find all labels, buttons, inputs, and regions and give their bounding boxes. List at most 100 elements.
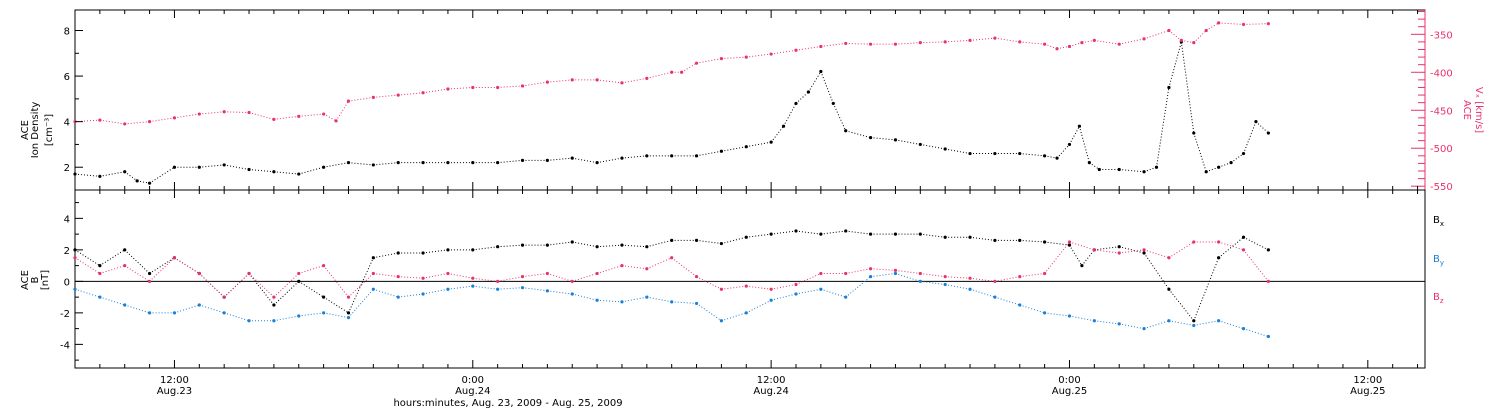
series-trace-segment — [746, 53, 772, 58]
series-trace-segment — [348, 288, 374, 318]
series-trace-segment — [1255, 121, 1269, 134]
data-point — [1266, 334, 1270, 339]
series-trace-segment — [99, 265, 125, 274]
series-trace-segment — [273, 315, 299, 322]
series-trace-segment — [920, 280, 946, 286]
series-trace-segment — [1143, 249, 1170, 259]
right-tick-label: -400 — [1430, 68, 1453, 79]
series-trace-segment — [845, 230, 871, 235]
series-trace-segment — [870, 268, 896, 271]
series-trace-segment — [696, 303, 722, 322]
series-trace-segment — [572, 157, 598, 164]
series-trace-segment — [248, 168, 274, 173]
series-trace-segment — [298, 265, 324, 274]
legend: Bx By Bz — [1433, 215, 1444, 305]
series-trace-segment — [1019, 239, 1045, 243]
series-trace-segment — [248, 112, 275, 120]
series-trace-segment — [895, 273, 921, 282]
series-trace-segment — [1089, 162, 1100, 170]
series-trace-segment — [1044, 155, 1058, 159]
series-trace-segment — [1044, 241, 1070, 246]
series-trace-segment — [373, 94, 399, 98]
y-tick-label: 6 — [64, 72, 70, 83]
series-trace-segment — [1119, 323, 1145, 330]
series-trace-segment — [547, 273, 573, 282]
series-trace-segment — [1180, 41, 1195, 134]
series-trace-segment — [1119, 246, 1145, 254]
series-trace-segment — [398, 92, 424, 96]
bottom-panel: -4 -2 0 2 4 ACE B [nT] Bx By Bz — [20, 189, 1444, 369]
series-trace-segment — [795, 273, 822, 285]
series-trace-segment — [547, 79, 573, 83]
series-trace-segment — [74, 257, 101, 274]
data-point — [123, 248, 127, 252]
top-right-axis-ticks: -350 -400 -450 -500 -550 — [1411, 10, 1453, 193]
series-trace-segment — [1081, 249, 1095, 266]
data-point — [1117, 167, 1121, 172]
series-trace-segment — [472, 246, 498, 251]
y-tick-label: 2 — [64, 163, 70, 174]
series-trace-segment — [547, 241, 573, 246]
y-tick-label: 2 — [64, 246, 70, 257]
series-trace-segment — [1069, 125, 1080, 145]
series-trace-segment — [945, 39, 971, 43]
x-tick-label-time: 12:00 — [757, 375, 786, 386]
x-tick-label-date: Aug.25 — [1052, 386, 1087, 397]
series-trace-segment — [149, 257, 175, 282]
series-trace-segment — [273, 273, 300, 298]
series-trace-segment — [99, 249, 125, 267]
series-trace-segment — [770, 125, 784, 143]
series-trace-segment — [99, 171, 125, 177]
series-trace-segment — [920, 41, 946, 44]
data-point — [1241, 235, 1246, 239]
series-trace-segment — [771, 230, 797, 235]
series-trace-segment — [1044, 241, 1070, 274]
series-trace-segment — [137, 180, 150, 184]
data-point — [1266, 279, 1270, 283]
series-trace-segment — [298, 312, 324, 317]
series-trace-segment — [1019, 304, 1045, 314]
series-trace-segment — [447, 272, 473, 279]
series-trace-segment — [920, 272, 946, 278]
series-trace-segment — [621, 296, 647, 303]
series-trace-segment — [422, 272, 449, 279]
x-axis-ticks: 12:00Aug.230:00Aug.2412:00Aug.240:00Aug.… — [74, 10, 1419, 397]
series-trace-segment — [1069, 315, 1095, 322]
series-trace-segment — [597, 157, 623, 164]
series-trace-segment — [198, 273, 225, 298]
series-trace-segment — [1143, 252, 1170, 290]
series-trace-segment — [398, 276, 424, 279]
series-trace-segment — [696, 150, 722, 157]
top-right-axis-label-line2: Vₓ [km/s] — [1473, 87, 1484, 133]
series-trace-segment — [1206, 166, 1219, 173]
series-trace-segment — [74, 119, 100, 123]
series-trace-segment — [746, 285, 772, 290]
series-trace-segment — [1243, 249, 1269, 282]
series-trace-segment — [572, 273, 598, 282]
series-trace-segment — [298, 280, 324, 298]
series-trace-segment — [1069, 42, 1083, 47]
series-trace-segment — [1143, 320, 1170, 330]
series-trace-segment — [149, 257, 175, 274]
right-tick-label: -500 — [1430, 144, 1453, 155]
series-trace-segment — [771, 293, 797, 301]
series-trace-segment — [1056, 144, 1070, 159]
series-trace-segment — [597, 79, 623, 84]
series-trace-segment — [1218, 22, 1244, 25]
series-trace-segment — [746, 233, 772, 238]
x-tick-label-time: 0:00 — [462, 375, 484, 386]
series-trace-segment — [223, 273, 250, 298]
series-trace-segment — [1168, 30, 1182, 41]
data-point — [1266, 131, 1270, 135]
series-trace-segment — [832, 103, 847, 131]
series-trace-segment — [422, 288, 449, 295]
series-trace-segment — [124, 265, 150, 282]
series-trace-segment — [746, 141, 772, 148]
data-point — [1266, 248, 1270, 252]
series-trace-segment — [1143, 30, 1170, 40]
series-trace-segment — [845, 130, 871, 139]
series-trace-segment — [248, 273, 275, 298]
data-point — [620, 243, 624, 247]
y-tick-label: 8 — [64, 27, 70, 38]
series-trace-segment — [1069, 244, 1083, 266]
